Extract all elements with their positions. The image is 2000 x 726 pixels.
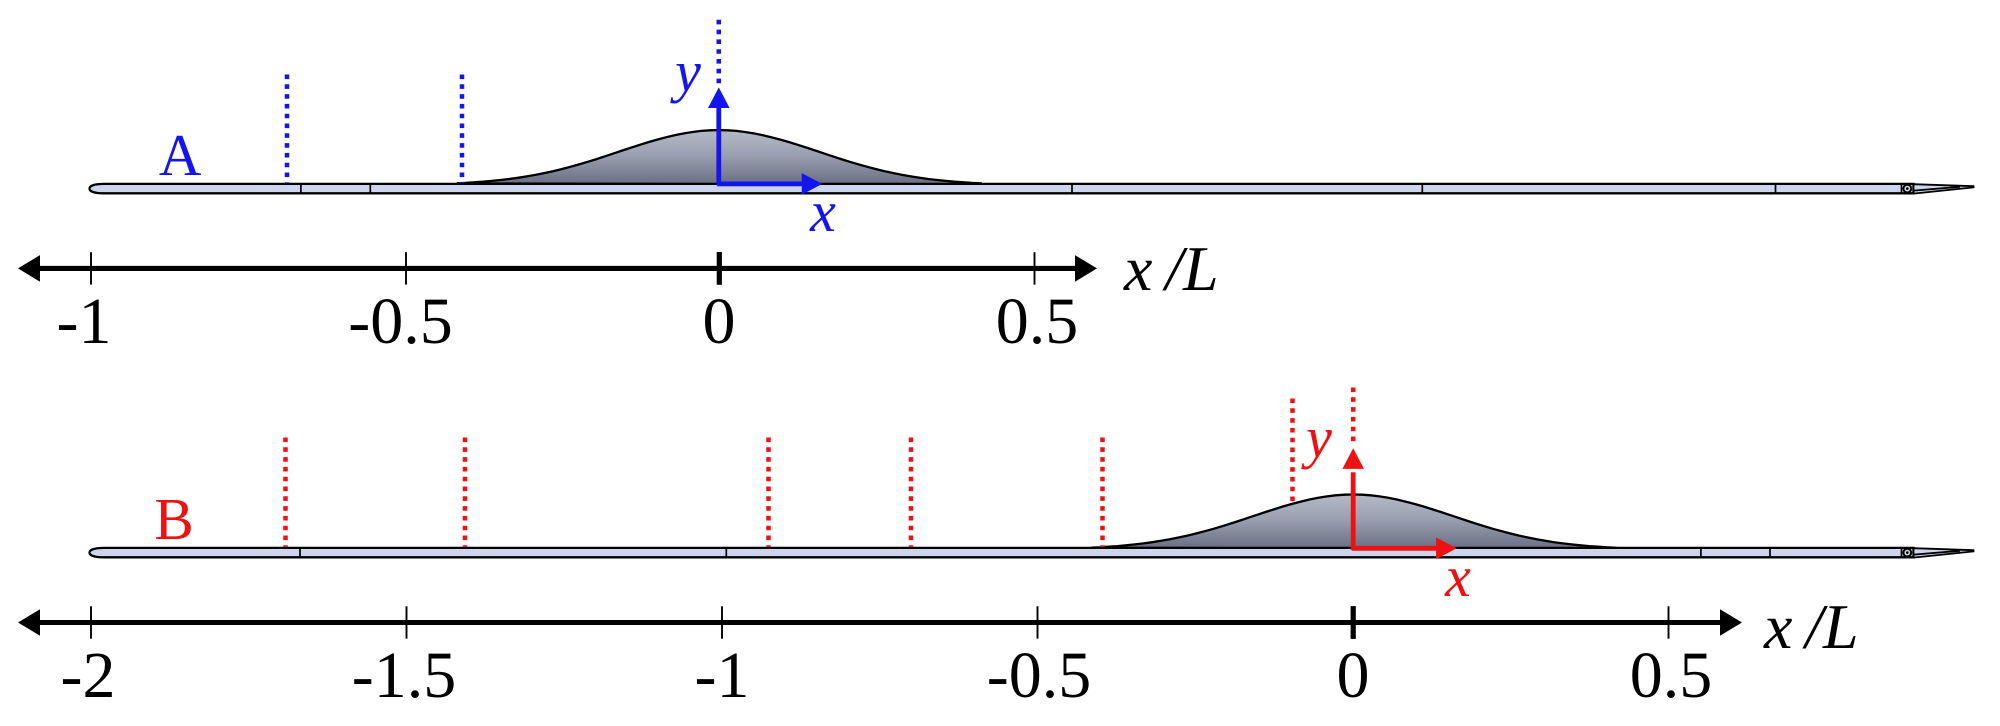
svg-text:-1: -1 <box>695 639 750 712</box>
svg-text:-2: -2 <box>61 639 116 712</box>
svg-text:B: B <box>154 486 193 552</box>
svg-text:0: 0 <box>1337 639 1370 712</box>
svg-text:x /L: x /L <box>1123 233 1219 304</box>
svg-text:A: A <box>159 122 202 188</box>
svg-text:0: 0 <box>703 285 736 358</box>
svg-text:x /L: x /L <box>1763 591 1859 662</box>
svg-text:0.5: 0.5 <box>1630 639 1713 712</box>
svg-text:y: y <box>1301 405 1332 470</box>
svg-text:-1: -1 <box>57 285 112 358</box>
svg-text:-0.5: -0.5 <box>348 285 452 358</box>
svg-text:-1.5: -1.5 <box>352 639 456 712</box>
svg-text:x: x <box>809 179 836 244</box>
svg-text:y: y <box>670 39 701 104</box>
svg-text:0.5: 0.5 <box>996 285 1079 358</box>
svg-text:-0.5: -0.5 <box>987 639 1091 712</box>
svg-text:x: x <box>1444 544 1471 609</box>
